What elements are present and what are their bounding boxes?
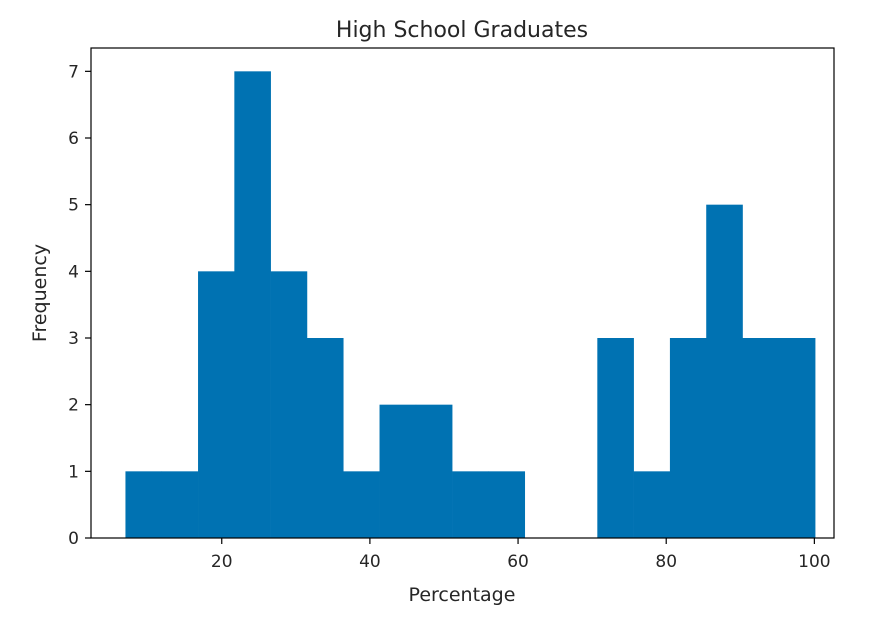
y-axis: 0 1 2 3 4 5 6 7 xyxy=(68,62,91,549)
histogram-bar-6 xyxy=(343,471,380,538)
chart-title: High School Graduates xyxy=(336,18,588,43)
histogram-bar-17 xyxy=(742,338,780,538)
histogram-bar-2 xyxy=(198,271,235,538)
histogram-bar-0 xyxy=(125,471,163,538)
histogram-bar-15 xyxy=(669,338,707,538)
histogram-bar-14 xyxy=(633,471,671,538)
y-tick-label-6: 6 xyxy=(68,129,79,149)
histogram-bar-13 xyxy=(597,338,634,538)
histogram-bar-9 xyxy=(452,471,489,538)
bars-group xyxy=(125,71,816,539)
x-axis: 20 40 60 80 100 xyxy=(211,538,831,572)
histogram-bar-8 xyxy=(415,404,453,538)
histogram-bar-5 xyxy=(306,338,344,538)
histogram-bar-16 xyxy=(706,204,743,539)
y-tick-label-1: 1 xyxy=(68,462,79,482)
y-axis-label: Frequency xyxy=(29,244,51,342)
x-tick-label-40: 40 xyxy=(359,552,381,572)
x-tick-label-100: 100 xyxy=(798,552,830,572)
y-tick-label-7: 7 xyxy=(68,62,79,82)
histogram-bar-4 xyxy=(270,271,308,538)
histogram-bar-3 xyxy=(234,71,271,538)
y-tick-label-3: 3 xyxy=(68,329,79,349)
histogram-bar-7 xyxy=(379,404,417,538)
y-tick-label-0: 0 xyxy=(68,529,79,549)
histogram-bar-18 xyxy=(778,338,816,538)
x-tick-label-60: 60 xyxy=(507,552,529,572)
x-tick-label-20: 20 xyxy=(211,552,233,572)
y-tick-label-4: 4 xyxy=(68,262,79,282)
y-tick-label-5: 5 xyxy=(68,196,79,216)
x-tick-label-80: 80 xyxy=(655,552,677,572)
plot-frame xyxy=(90,47,835,539)
x-axis-label: Percentage xyxy=(409,584,516,606)
histogram-bar-1 xyxy=(161,471,199,538)
y-tick-label-2: 2 xyxy=(68,396,79,416)
histogram-bar-10 xyxy=(488,471,526,538)
